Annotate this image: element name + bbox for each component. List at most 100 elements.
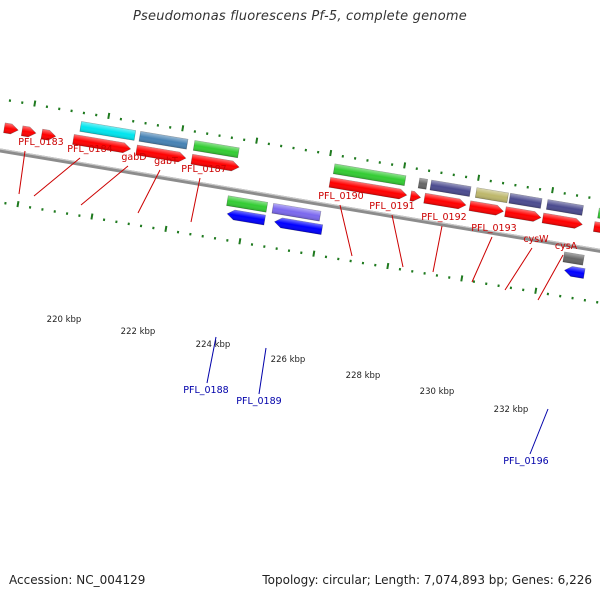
tick-mark-outer xyxy=(551,187,555,194)
tick-mark-outer xyxy=(304,148,308,152)
tick-mark-outer xyxy=(193,130,197,133)
tick-mark-inner xyxy=(411,269,414,273)
tick-mark-outer xyxy=(218,134,221,138)
map-title: Pseudomonas fluorescens Pf-5, complete g… xyxy=(133,9,467,24)
cds-red-arrow-shade xyxy=(409,190,421,202)
tick-mark-inner xyxy=(53,210,56,213)
cds-red-arrow-shade xyxy=(504,206,541,222)
tick-mark-outer xyxy=(8,99,12,102)
cds-pfl-0190-shade xyxy=(333,163,406,186)
gene-label-bottom-leader xyxy=(258,347,267,395)
tick-mark-outer xyxy=(366,159,369,162)
cds-red-arrow-shade xyxy=(542,213,583,229)
tick-mark-inner xyxy=(152,226,155,230)
tick-mark-inner xyxy=(522,288,525,292)
tick-mark-outer xyxy=(452,173,455,177)
cds-pfl-0191-shade xyxy=(418,178,428,190)
gene-label-top-leader xyxy=(432,225,443,273)
tick-mark-outer xyxy=(378,161,381,164)
tick-mark-inner xyxy=(559,294,562,298)
cds-red-arrow-shade xyxy=(329,177,407,199)
tick-mark-inner xyxy=(497,284,500,288)
gene-label-top-leader xyxy=(137,169,161,214)
gene-label-top-leader xyxy=(339,204,353,257)
gene-label-top-leader xyxy=(504,247,533,291)
tick-mark-outer xyxy=(514,183,517,187)
tick-mark-inner xyxy=(102,218,106,222)
gene-label-top-leader xyxy=(18,150,26,195)
tick-mark-outer xyxy=(70,109,73,113)
tick-mark-inner xyxy=(361,261,365,265)
tick-mark-outer xyxy=(588,196,591,199)
tick-mark-outer xyxy=(341,154,344,158)
tick-mark-inner xyxy=(460,275,464,282)
gene-label-bottom: PFL_0189 xyxy=(236,396,281,407)
tick-mark-inner xyxy=(4,201,7,205)
tick-mark-outer xyxy=(415,167,418,171)
kbp-label: 228 kbp xyxy=(346,371,381,381)
tick-mark-outer xyxy=(526,185,529,189)
cds-pfl-0192-shade xyxy=(429,180,472,197)
tick-mark-outer xyxy=(501,181,505,185)
tick-mark-outer xyxy=(267,142,271,146)
tick-mark-inner xyxy=(226,239,229,242)
tick-mark-inner xyxy=(250,243,254,246)
cds-red-arrow-shade xyxy=(72,134,131,153)
cds-pfl-0193-shade xyxy=(475,187,509,203)
gene-label-bottom-leader xyxy=(206,336,217,384)
tick-mark-inner xyxy=(139,224,143,228)
tick-mark-outer xyxy=(440,171,443,175)
tick-mark-outer xyxy=(279,144,283,148)
gene-label-bottom: PFL_0188 xyxy=(183,385,228,396)
cds-red-arrow-shade xyxy=(469,200,504,216)
tick-mark-inner xyxy=(189,232,192,236)
tick-mark-outer xyxy=(563,192,566,195)
tick-mark-outer xyxy=(489,179,492,183)
tick-mark-outer xyxy=(132,119,135,123)
accession-text: Accession: NC_004129 xyxy=(9,573,146,587)
tick-mark-outer xyxy=(107,112,111,120)
tick-mark-inner xyxy=(509,286,513,290)
tick-mark-inner xyxy=(164,225,168,233)
gene-label-bottom-leader xyxy=(529,408,549,455)
tick-mark-inner xyxy=(349,259,352,263)
cds-cysw-shade xyxy=(508,193,543,209)
tick-mark-outer xyxy=(329,149,333,157)
tick-mark-inner xyxy=(472,280,476,284)
cds-red-arrow-shade xyxy=(21,125,36,137)
tick-mark-outer xyxy=(255,137,259,144)
gene-label-top: PFL_0193 xyxy=(471,223,516,234)
tick-mark-outer xyxy=(427,169,431,173)
tick-mark-outer xyxy=(169,126,172,129)
tick-mark-inner xyxy=(596,300,599,304)
tick-mark-outer xyxy=(242,138,246,142)
cds-pfl-0188-arrow-shade xyxy=(227,210,266,226)
tick-mark-inner xyxy=(115,220,118,224)
gene-label-top: PFL_0191 xyxy=(369,201,414,212)
gene-label-top-leader xyxy=(190,177,201,223)
tick-mark-inner xyxy=(485,282,488,286)
cds-red-arrow-shade xyxy=(41,129,56,141)
cds-pfl-0189-box-shade xyxy=(271,203,321,222)
kbp-label: 220 kbp xyxy=(47,315,82,325)
tick-mark-outer xyxy=(403,162,407,169)
tick-mark-outer xyxy=(538,187,542,191)
kbp-label: 232 kbp xyxy=(494,405,529,415)
tick-mark-outer xyxy=(21,101,24,105)
cds-red-arrow-shade xyxy=(423,193,466,209)
tick-mark-outer xyxy=(95,113,98,117)
tick-mark-inner xyxy=(16,201,20,208)
tick-mark-outer xyxy=(292,146,295,150)
kbp-label: 222 kbp xyxy=(121,327,156,337)
genome-summary-text: Topology: circular; Length: 7,074,893 bp… xyxy=(262,573,592,587)
tick-mark-inner xyxy=(78,214,81,217)
tick-mark-outer xyxy=(353,157,357,160)
tick-mark-outer xyxy=(82,111,86,115)
gene-label-top: gabD xyxy=(121,152,146,163)
tick-mark-inner xyxy=(201,234,204,238)
gene-label-top-leader xyxy=(537,254,564,301)
cds-pfl-0184-shade xyxy=(138,131,188,150)
tick-mark-inner xyxy=(534,287,538,294)
